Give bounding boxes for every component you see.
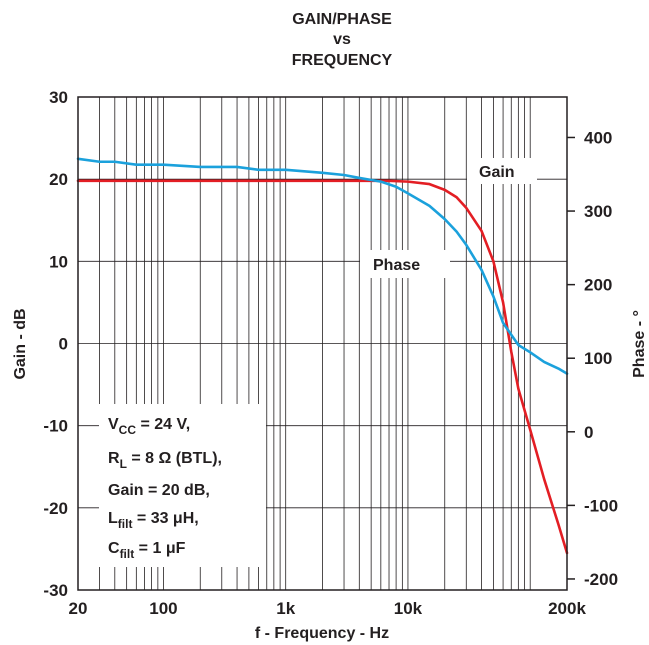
x-tick-label: 20 <box>69 599 88 618</box>
condition-rl: RL = 8 Ω (BTL), <box>108 450 222 471</box>
y2-tick-label: 200 <box>584 276 612 295</box>
y2-tick-label: 0 <box>584 423 593 442</box>
plot-frame <box>77 96 568 591</box>
y-tick-label: 20 <box>49 170 68 189</box>
y-tick-label: -30 <box>43 581 68 600</box>
phase-callout-box <box>360 250 450 278</box>
chart-title-line-2: vs <box>333 31 351 48</box>
y-axis-label: Gain - dB <box>12 308 29 379</box>
gain-curve <box>76 179 569 555</box>
y2-tick-label: 400 <box>584 128 612 147</box>
condition-cfilt: Cfilt = 1 μF <box>108 540 186 561</box>
conditions-box <box>99 404 266 567</box>
chart-title-line-1: GAIN/PHASE <box>292 11 392 28</box>
condition-lfilt: Lfilt = 33 μH, <box>108 510 199 531</box>
condition-vcc: VCC = 24 V, <box>108 416 190 437</box>
y2-tick-label: -200 <box>584 570 618 589</box>
y-tick-label: -20 <box>43 499 68 518</box>
y-tick-label: 30 <box>49 88 68 107</box>
y-tick-label: -10 <box>43 417 68 436</box>
gain-callout-label: Gain <box>479 164 515 181</box>
phase-callout-label: Phase <box>373 257 420 274</box>
x-tick-labels: 20 100 1k 10k 200k <box>69 599 587 618</box>
chart-title-line-3: FREQUENCY <box>292 52 393 69</box>
x-tick-label: 100 <box>149 599 177 618</box>
y2-tick-labels: 400 300 200 100 0 -100 -200 <box>567 128 618 589</box>
y2-tick-label: 300 <box>584 202 612 221</box>
condition-gain: Gain = 20 dB, <box>108 482 210 499</box>
y2-tick-label: 100 <box>584 349 612 368</box>
y-tick-label: 0 <box>59 335 68 354</box>
gain-callout-box <box>467 158 537 184</box>
y2-axis-label: Phase - ° <box>631 310 648 378</box>
x-tick-label: 200k <box>548 599 586 618</box>
x-tick-label: 10k <box>394 599 423 618</box>
phase-curve <box>76 157 569 375</box>
x-tick-label: 1k <box>276 599 295 618</box>
y-tick-label: 10 <box>49 252 68 271</box>
y2-tick-label: -100 <box>584 496 618 515</box>
x-axis-label: f - Frequency - Hz <box>255 625 389 642</box>
y-tick-labels: 30 20 10 0 -10 -20 -30 <box>43 88 68 600</box>
